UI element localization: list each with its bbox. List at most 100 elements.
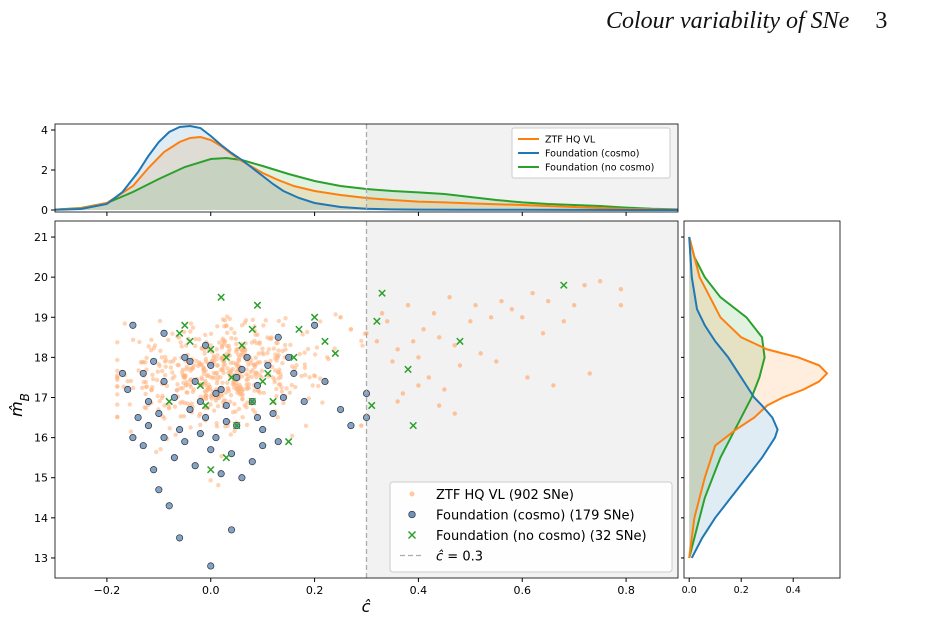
ztf-point <box>214 370 220 376</box>
foundation-cosmo-point <box>259 442 267 450</box>
foundation-cosmo-point <box>150 357 158 365</box>
ztf-point <box>228 399 233 404</box>
foundation-nocosmo-point <box>248 397 257 406</box>
ztf-point <box>303 423 309 428</box>
main-y-tick-label: 14 <box>34 512 48 525</box>
main-y-tick-label: 17 <box>34 391 48 404</box>
ztf-point <box>220 380 225 385</box>
ztf-point <box>232 428 237 434</box>
ztf-point <box>214 356 219 362</box>
ztf-point <box>305 346 311 352</box>
ztf-point <box>115 368 120 373</box>
ztf-point <box>269 335 274 340</box>
ztf-point <box>230 366 235 372</box>
legend-swatch-foundation-nocosmo <box>407 530 417 540</box>
ztf-point <box>151 376 156 382</box>
ztf-point <box>182 400 187 406</box>
ztf-point <box>222 338 228 343</box>
foundation-cosmo-point <box>259 426 267 434</box>
ztf-point <box>167 426 172 431</box>
ztf-point <box>253 355 258 360</box>
main-x-tick-label: 0.0 <box>202 584 220 597</box>
ztf-point <box>416 355 421 360</box>
ztf-point <box>307 375 312 380</box>
ztf-point <box>271 346 277 351</box>
foundation-cosmo-point <box>238 474 246 482</box>
ztf-point <box>201 371 207 376</box>
ztf-point <box>618 303 624 308</box>
foundation-cosmo-point <box>144 422 153 430</box>
ztf-point <box>181 414 187 419</box>
ztf-point <box>228 392 234 398</box>
top-legend-box <box>511 127 671 179</box>
ztf-point <box>115 402 120 407</box>
ztf-point <box>281 400 286 406</box>
ztf-point <box>488 315 494 320</box>
ztf-point <box>149 387 154 393</box>
ztf-point <box>204 389 209 394</box>
ztf-point <box>162 373 168 378</box>
foundation-nocosmo-point <box>373 317 381 326</box>
ztf-point <box>137 339 142 345</box>
ztf-point <box>115 414 120 419</box>
ztf-point <box>188 377 193 383</box>
foundation-cosmo-point <box>212 389 220 398</box>
ztf-point <box>221 359 226 364</box>
ztf-point <box>227 347 232 352</box>
ztf-point <box>140 360 145 365</box>
ztf-point <box>163 364 168 369</box>
ztf-point <box>276 348 281 353</box>
ztf-point <box>172 374 177 379</box>
ztf-point <box>302 350 307 355</box>
ztf-point <box>174 387 180 393</box>
ztf-point <box>306 396 311 401</box>
ztf-point <box>203 332 208 338</box>
foundation-cosmo-point <box>181 353 189 361</box>
ztf-point <box>184 367 189 372</box>
ztf-point <box>236 352 241 357</box>
ztf-point <box>163 354 168 360</box>
ztf-point <box>144 355 149 361</box>
ztf-point <box>416 383 421 388</box>
top-legend-label: Foundation (cosmo) <box>545 149 640 160</box>
ztf-point <box>188 425 193 430</box>
ztf-point <box>191 363 197 368</box>
ztf-point <box>231 360 236 365</box>
ztf-point <box>228 432 233 437</box>
main-x-tick-label: −0.2 <box>94 584 121 597</box>
ztf-point <box>225 366 230 371</box>
ztf-point <box>318 319 323 324</box>
foundation-nocosmo-point <box>456 337 464 346</box>
ztf-point <box>225 380 230 386</box>
ztf-point <box>261 352 266 357</box>
main-x-tick-label: 0.6 <box>514 584 532 597</box>
ztf-point <box>405 303 411 308</box>
main-legend-label-threshold: ĉ = 0.3 <box>436 550 483 565</box>
ztf-point <box>395 399 400 404</box>
main-legend-box <box>389 481 673 573</box>
foundation-cosmo-point <box>274 333 282 341</box>
ztf-point <box>400 391 406 396</box>
top-y-tick-label: 2 <box>41 164 48 177</box>
ztf-point <box>183 382 189 387</box>
top-density-fill-2 <box>55 158 678 210</box>
ztf-point <box>316 383 321 389</box>
ztf-point <box>198 422 203 427</box>
top-y-tick-label: 0 <box>41 204 48 217</box>
foundation-cosmo-point <box>300 397 308 406</box>
foundation-nocosmo-point <box>175 329 184 338</box>
foundation-nocosmo-point <box>196 381 205 390</box>
ztf-point <box>279 389 285 394</box>
ztf-point <box>561 319 566 324</box>
ztf-point <box>276 376 281 381</box>
foundation-cosmo-point <box>160 377 168 385</box>
ztf-point <box>249 374 254 380</box>
ztf-point <box>436 403 442 408</box>
ztf-point <box>290 433 295 438</box>
foundation-cosmo-point <box>202 341 210 349</box>
ztf-point <box>178 340 183 345</box>
running-head: Colour variability of SNe 3 <box>606 8 887 35</box>
ztf-point <box>452 343 457 348</box>
foundation-nocosmo-point <box>269 397 277 406</box>
ztf-point <box>172 404 178 409</box>
